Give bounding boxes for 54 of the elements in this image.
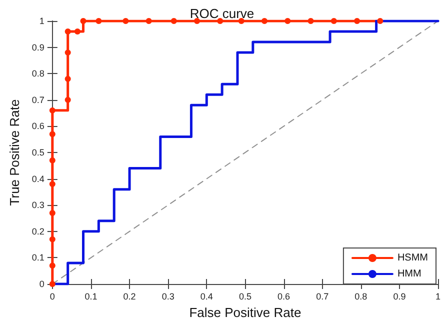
point [377, 18, 384, 24]
point [80, 18, 86, 24]
point [49, 107, 56, 114]
point [238, 18, 244, 24]
y-tick-label: 1 [39, 16, 44, 26]
point [49, 262, 56, 269]
point [122, 18, 129, 24]
point [261, 18, 268, 24]
y-tick-label: 0.9 [32, 42, 44, 52]
chart-title: ROC curve [190, 6, 254, 21]
x-tick-label: 0.4 [200, 292, 213, 302]
point [49, 157, 56, 164]
y-tick-label: 0.1 [32, 252, 44, 263]
point [146, 18, 152, 24]
point [194, 18, 200, 24]
x-tick-label: 0.1 [84, 292, 98, 302]
point [64, 76, 71, 82]
point [354, 18, 360, 24]
point [49, 131, 56, 138]
x-tick-label: 0.3 [162, 292, 174, 302]
legend-label: HSMM [397, 252, 428, 264]
y-tick-label: 0.2 [32, 226, 44, 236]
x-axis-title: False Positive Rate [189, 305, 302, 320]
point [64, 28, 71, 35]
point [170, 18, 177, 24]
legend-label: HMM [397, 268, 422, 280]
point [217, 18, 224, 24]
x-tick-label: 0.2 [123, 292, 136, 302]
point [64, 50, 71, 56]
x-tick-label: 0.6 [278, 292, 290, 302]
x-tick-label: 0.7 [316, 292, 329, 302]
point [49, 281, 56, 287]
point [284, 18, 291, 24]
y-tick-label: 0.5 [32, 148, 44, 158]
x-tick-label: 0.5 [238, 292, 252, 302]
x-tick-label: 0.9 [393, 292, 406, 302]
point [49, 210, 56, 216]
y-tick-label: 0.4 [32, 174, 44, 184]
point [49, 236, 56, 242]
y-tick-label: 0 [39, 279, 44, 289]
x-tick-label: 0.8 [354, 292, 368, 302]
point [308, 18, 314, 24]
y-tick-label: 0.8 [32, 68, 44, 79]
y-tick-label: 0.6 [32, 121, 44, 132]
point [49, 181, 56, 188]
y-tick-label: 0.3 [32, 200, 44, 210]
point [64, 96, 71, 103]
point [74, 28, 80, 35]
y-tick-label: 0.7 [32, 94, 44, 105]
x-tick-label: 0 [50, 292, 55, 302]
x-tick-label: 1 [435, 292, 441, 302]
y-axis-title: True Positive Rate [7, 99, 22, 206]
point [96, 18, 102, 24]
point [330, 18, 337, 24]
